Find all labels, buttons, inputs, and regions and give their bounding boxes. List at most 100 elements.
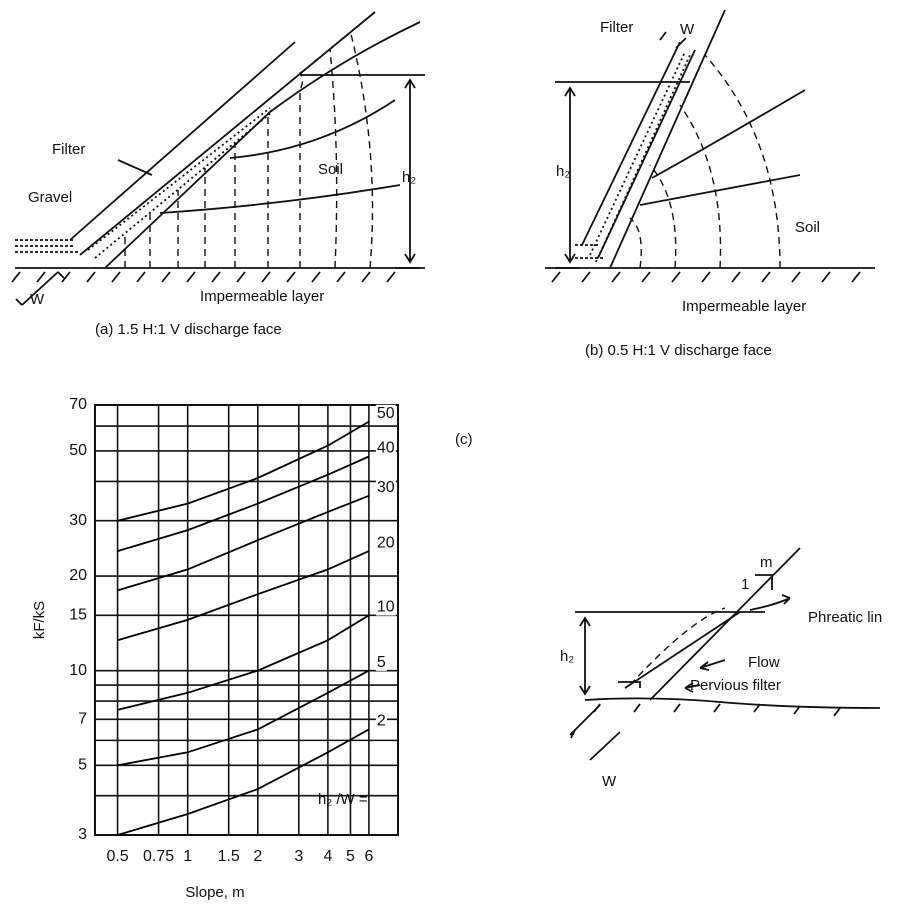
label-background — [375, 534, 396, 552]
h-dimension — [300, 74, 425, 269]
diagram-a: Filter Gravel Soil h₂ W Impermeable laye… — [11, 11, 425, 338]
label: h₂ — [556, 163, 570, 180]
filter-band — [589, 51, 691, 263]
arrow — [684, 682, 701, 693]
equipotential — [629, 54, 781, 269]
filter-band — [87, 107, 273, 259]
y-tick-label: 15 — [69, 607, 87, 624]
gravel — [15, 239, 80, 253]
flow-line — [159, 184, 401, 214]
filter-outer — [581, 41, 681, 246]
flow-line — [639, 174, 801, 206]
y-tick-label: 5 — [78, 756, 87, 773]
hatch — [551, 271, 861, 283]
label: W — [602, 773, 617, 790]
series-name: 50 — [377, 405, 395, 422]
label: Phreatic lin — [808, 609, 882, 626]
flow-line — [269, 21, 421, 113]
arrow — [699, 659, 726, 671]
series-name: 2 — [377, 713, 386, 730]
flow-line — [229, 99, 396, 159]
ground — [584, 697, 881, 709]
filter-outer — [69, 41, 296, 241]
x-tick-label: 6 — [364, 848, 373, 865]
label: Impermeable layer — [200, 288, 324, 305]
x-tick-label: 0.5 — [106, 848, 128, 865]
label: h₂ — [560, 648, 574, 665]
label: Flow — [748, 654, 780, 671]
series-name: 20 — [377, 534, 395, 551]
label-background — [375, 712, 387, 730]
w-marks — [659, 31, 687, 49]
plot-frame — [94, 404, 399, 836]
x-tick-label: 3 — [294, 848, 303, 865]
y-tick-label: 50 — [69, 442, 87, 459]
y-tick-label: 7 — [78, 711, 87, 728]
label: Impermeable layer — [682, 298, 806, 315]
series-name: 5 — [377, 654, 386, 671]
label: Soil — [795, 219, 820, 236]
label: W — [30, 291, 45, 308]
label-background — [375, 598, 396, 616]
x-tick-label: 1 — [183, 848, 192, 865]
label-background — [375, 439, 396, 457]
x-tick-label: 1.5 — [218, 848, 240, 865]
label-background — [375, 404, 396, 422]
label: Filter — [600, 19, 633, 36]
series-line — [117, 550, 370, 642]
soil-face — [609, 9, 726, 269]
filter-line — [597, 49, 696, 259]
label: m — [760, 554, 773, 571]
caption: (b) 0.5 H:1 V discharge face — [585, 342, 772, 359]
x-tick-label: 5 — [346, 848, 355, 865]
soil-face — [104, 109, 273, 269]
x-axis-title: Slope, m — [185, 884, 244, 901]
x-tick-label: 2 — [253, 848, 262, 865]
phreatic-line — [629, 607, 726, 686]
w-dimension — [569, 704, 621, 761]
series-line — [117, 669, 370, 767]
y-axis-title: kF/kS — [31, 601, 48, 639]
label: Filter — [52, 141, 85, 158]
caption: (c) — [455, 431, 473, 448]
series-name: 40 — [377, 440, 395, 457]
hatch — [11, 271, 396, 283]
series-line — [117, 455, 370, 552]
label: 1 — [741, 576, 749, 593]
h-dimension — [555, 81, 690, 269]
label: W — [680, 21, 695, 38]
x-tick-label: 4 — [323, 848, 332, 865]
label-background — [375, 653, 387, 671]
gravel — [575, 244, 605, 259]
series-line — [117, 494, 370, 592]
arrow — [749, 594, 791, 611]
series-line — [117, 728, 370, 836]
x-tick-label: 0.75 — [143, 848, 174, 865]
filter — [618, 611, 741, 689]
slope — [649, 547, 801, 701]
series-name: 30 — [377, 479, 395, 496]
series-line — [117, 420, 370, 522]
label: Soil — [318, 161, 343, 178]
caption: (a) 1.5 H:1 V discharge face — [95, 321, 282, 338]
series-name: 10 — [377, 599, 395, 616]
diagram-b: Filter W h₂ Soil Impermeable layer (b) 0… — [545, 9, 875, 359]
hatch — [593, 703, 841, 717]
diagram-c: (c) m 1 Phreatic lin Flow Pervious filte… — [455, 431, 882, 790]
y-tick-label: 10 — [69, 662, 87, 679]
label: Gravel — [28, 189, 72, 206]
w-dimension — [15, 271, 65, 306]
label: h₂ — [402, 169, 416, 186]
label-background — [375, 478, 396, 497]
series-label: h₂ /W = — [318, 791, 368, 808]
series-line — [117, 614, 370, 711]
slope-triangle — [755, 574, 773, 590]
filter-line — [79, 11, 376, 256]
h-dimension — [579, 616, 591, 696]
equipotential — [124, 29, 374, 269]
y-tick-label: 20 — [69, 567, 87, 584]
flow-line — [651, 89, 806, 179]
y-tick-label: 3 — [78, 826, 87, 843]
leader — [117, 159, 153, 176]
